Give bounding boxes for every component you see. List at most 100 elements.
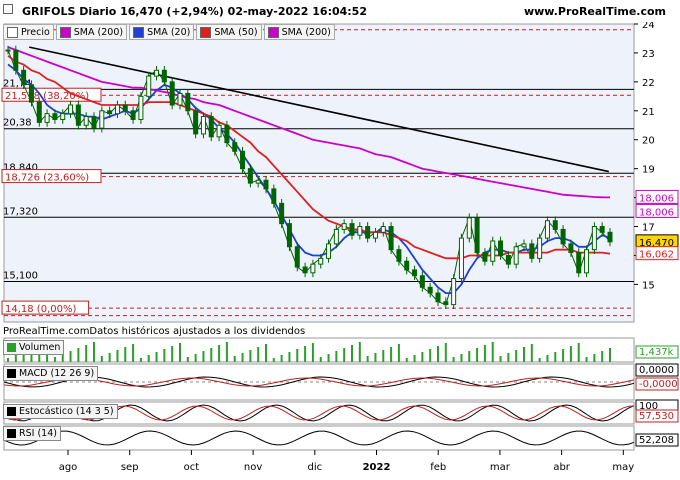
price-candle [451,278,457,306]
panel-value: -0,0000 [639,379,678,390]
volume-bar [280,355,283,362]
legend-item-sma200[interactable]: SMA (200) [55,24,128,40]
price-candle [247,168,253,184]
volume-bar [7,358,9,362]
y-tick-label: 19 [642,165,655,176]
y-tick-label: 17 [642,223,655,234]
series-line-sma-200- [7,46,611,199]
legend-item-sma200-b[interactable]: SMA (200) [263,24,335,40]
panel-value: 52,208 [639,435,674,446]
panel-label-macd[interactable]: MACD (12 26 9) [3,366,99,381]
legend-swatch-sma50 [200,26,212,38]
panel-label-stoch[interactable]: Estocástico (14 3 5) [3,404,118,419]
volume-bar [507,353,510,362]
price-candle [576,252,582,274]
x-tick-label: feb [430,462,446,473]
volume-bar [577,343,580,362]
volume-bar [233,356,236,362]
volume-bar [358,342,361,362]
level-label: 18,840 [3,162,38,173]
panel-value-box [635,433,679,447]
price-candle [99,110,105,129]
x-tick-label: nov [244,462,262,473]
y-tick-label: 21 [642,107,655,118]
price-candle [216,124,222,138]
panel-value-box [635,345,679,359]
volume-bar [413,355,416,362]
price-candle [458,237,464,280]
legend-label: SMA (200) [281,26,331,38]
level-label: 17,320 [3,206,38,217]
panel-label-rsi[interactable]: RSI (14) [3,426,61,441]
price-candle [169,81,175,106]
volume-bar [14,355,17,362]
volume-bar [30,349,33,362]
panel-value-box [635,409,679,423]
volume-bar [265,344,267,362]
legend-item-sma50[interactable]: SMA (50) [196,24,262,40]
window-icons [3,4,14,17]
price-candle [193,110,199,135]
volume-bar [343,348,346,362]
x-tick-label: 2022 [363,462,391,473]
price-candle [177,92,183,106]
volume-bar [405,358,408,362]
stoch-swatch [7,407,16,416]
volume-bar [421,352,424,362]
volume-bar [523,347,525,362]
price-candle [21,69,27,86]
price-candle [200,116,206,135]
volume-bar [311,343,314,362]
price-candle [427,286,433,294]
chart-header: GRIFOLS Diario 16,470 (+2,94%) 02-may-20… [0,0,680,22]
fib-label-box [1,300,90,315]
price-candle [498,240,504,256]
macd-swatch [7,369,16,378]
price-candle [435,292,441,303]
price-candle [333,228,339,245]
volume-bar [319,357,322,362]
legend-label: SMA (20) [147,26,191,38]
price-candle [68,104,74,115]
price-candle [544,220,550,239]
volume-bar [100,356,103,362]
volume-bar [601,351,604,362]
panel-label-volume[interactable]: Volumen [3,340,65,355]
price-candle [505,254,511,265]
price-candle [36,101,42,123]
price-candle [310,263,316,274]
price-candle [52,113,58,120]
price-candle [271,188,277,204]
legend-swatch-precio [7,26,18,38]
legend-label: SMA (200) [73,26,124,38]
volume-bar [194,354,197,362]
volume-bar [202,351,205,362]
volume-bar [241,353,244,362]
price-candle [412,269,418,277]
price-candle [466,217,472,239]
y-tick-label: 24 [642,20,655,31]
legend: Precio SMA (200) SMA (20) SMA (50) SMA (… [3,24,337,40]
volume-bar [179,343,181,362]
volume-bar [390,347,393,362]
volume-bar [444,343,447,362]
legend-item-sma20[interactable]: SMA (20) [129,24,195,40]
volume-bar [366,356,369,362]
price-badge-label: 16,470 [639,238,674,249]
price-candle [107,110,113,115]
legend-item-precio[interactable]: Precio [3,24,54,40]
volume-bar [257,347,260,362]
legend-swatch-sma20 [133,26,145,38]
volume-bar [452,357,455,362]
volume-bar [69,351,72,362]
macd-line [3,376,635,388]
legend-swatch-sma200 [59,26,71,38]
price-candle [5,49,11,52]
panel-label-text: MACD (12 26 9) [19,368,95,379]
menu-icon[interactable] [3,4,13,14]
price-candle [122,104,128,112]
price-candle [560,228,566,245]
volume-bar [85,345,88,362]
volume-bar [139,358,142,362]
price-badge-label: 18,006 [639,207,674,218]
